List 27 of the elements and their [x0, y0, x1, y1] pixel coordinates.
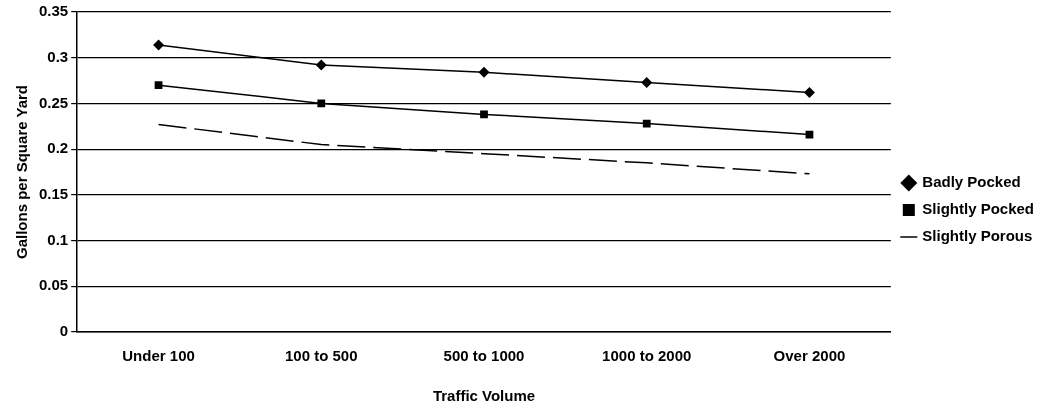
y-axis-title: Gallons per Square Yard — [13, 85, 31, 259]
point — [315, 59, 327, 71]
point — [478, 66, 490, 78]
y-tick-label: 0 — [59, 322, 69, 340]
x-tick-label: 100 to 500 — [285, 347, 358, 365]
x-tick-label: 1000 to 2000 — [602, 347, 692, 365]
y-tick-label: 0.35 — [38, 2, 69, 20]
point — [480, 110, 488, 119]
y-tick-label: 0.1 — [47, 230, 69, 248]
x-tick-label: Under 100 — [122, 347, 195, 365]
x-tick-label: Over 2000 — [773, 347, 846, 365]
point — [642, 119, 651, 128]
legend-label: Slightly Porous — [922, 227, 1033, 245]
legend-label: Slightly Pocked — [922, 200, 1035, 218]
point — [317, 99, 326, 108]
y-tick-label: 0.25 — [38, 93, 69, 111]
legend-label: Badly Pocked — [922, 173, 1021, 191]
point — [803, 86, 815, 98]
x-axis-title: Traffic Volume — [432, 387, 536, 405]
x-tick-label: 500 to 1000 — [443, 347, 525, 365]
point — [154, 81, 163, 90]
y-tick-label: 0.05 — [38, 276, 69, 294]
y-tick-label: 0.15 — [38, 185, 69, 202]
point — [641, 76, 653, 88]
y-tick-label: 0.2 — [47, 139, 69, 157]
point — [153, 39, 165, 51]
y-tick-label: 0.3 — [47, 47, 69, 65]
